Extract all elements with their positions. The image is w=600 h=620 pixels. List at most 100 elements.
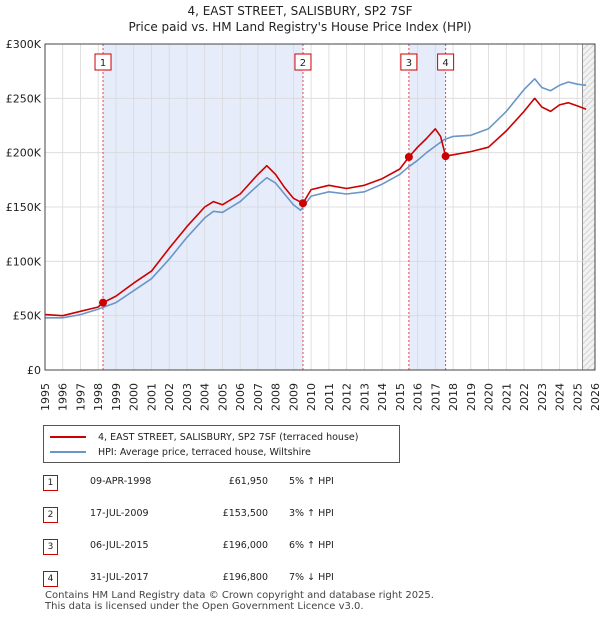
plot-area: £0 £50K £100K £150K £200K £250K £300K 1995 1996 1… [6, 2, 600, 411]
sale-row: 4 31-JUL-2017 £196,800 7% ↓ HPI [43, 571, 403, 587]
x-tick-label: 1998 [92, 383, 105, 411]
sale-marker-number: 3 [406, 58, 412, 69]
future-hatch [582, 241, 595, 255]
future-hatch [582, 139, 595, 153]
future-hatch [582, 349, 595, 363]
chart-title: 4, EAST STREET, SALISBURY, SP2 7SF [187, 4, 412, 18]
x-tick-label: 2011 [323, 383, 336, 411]
future-hatch [582, 49, 595, 63]
future-hatch [582, 187, 595, 201]
future-hatch [582, 277, 595, 291]
future-hatch [582, 253, 595, 267]
future-hatch [582, 67, 595, 81]
future-hatch [582, 79, 595, 93]
future-hatch [582, 169, 595, 183]
future-hatch [582, 337, 595, 351]
sale-date: 17-JUL-2009 [90, 508, 149, 519]
sale-marker-number: 4 [442, 58, 448, 69]
future-hatch [582, 223, 595, 237]
legend-swatch-price [50, 436, 86, 438]
x-tick-label: 2019 [465, 383, 478, 411]
future-hatch [582, 175, 595, 189]
future-hatch [582, 157, 595, 171]
sale-price: £196,000 [222, 540, 268, 551]
future-hatch [583, 26, 595, 38]
x-tick-label: 2007 [252, 383, 265, 411]
x-tick-label: 1999 [110, 383, 123, 411]
x-tick-label: 2013 [358, 383, 371, 411]
sale-point [441, 152, 450, 161]
future-hatch [586, 361, 595, 370]
future-hatch [582, 55, 595, 69]
footer-line-1: Contains HM Land Registry data © Crown c… [45, 590, 434, 601]
future-hatch [582, 247, 595, 261]
legend-swatch-hpi [50, 451, 86, 453]
future-hatch [582, 283, 595, 297]
sale-row: 1 09-APR-1998 £61,950 5% ↑ HPI [43, 475, 403, 491]
future-hatch [582, 61, 595, 75]
sale-row: 3 06-JUL-2015 £196,000 6% ↑ HPI [43, 539, 403, 555]
sale-hpi-diff: 3% ↑ HPI [289, 508, 334, 519]
x-tick-label: 2003 [181, 383, 194, 411]
sale-marker-box [400, 53, 418, 71]
sale-point [404, 153, 413, 162]
sale-point [298, 199, 307, 208]
x-tick-label: 2015 [394, 383, 407, 411]
sale-date: 09-APR-1998 [90, 476, 152, 487]
x-tick-label: 2023 [536, 383, 549, 411]
future-hatch [582, 44, 584, 45]
y-tick-label: £250K [6, 92, 42, 105]
sale-number: 3 [43, 539, 58, 555]
future-hatch [582, 73, 595, 87]
future-hatch [582, 145, 595, 159]
future-hatch [582, 301, 595, 315]
sale-hpi-diff: 6% ↑ HPI [289, 540, 334, 551]
future-hatch [582, 91, 595, 105]
sale-point [99, 298, 108, 307]
footer: Contains HM Land Registry data © Crown c… [45, 590, 434, 612]
sale-marker-box [294, 53, 312, 71]
y-tick-label: £50K [13, 310, 42, 323]
future-hatch [582, 115, 595, 129]
sale-date: 06-JUL-2015 [90, 540, 149, 551]
future-hatch [583, 8, 595, 20]
future-hatch [582, 343, 595, 357]
x-tick-label: 2002 [163, 383, 176, 411]
future-hatch [582, 44, 595, 57]
x-tick-label: 2001 [145, 383, 158, 411]
future-hatch [582, 289, 595, 303]
future-hatch [582, 217, 595, 231]
future-hatch [582, 85, 595, 99]
x-tick-label: 2017 [429, 383, 442, 411]
sale-marker-number: 1 [100, 58, 106, 69]
sale-price: £153,500 [222, 508, 268, 519]
x-tick-label: 2005 [216, 383, 229, 411]
x-tick-label: 2022 [518, 383, 531, 411]
x-tick-label: 2026 [589, 383, 600, 411]
sale-hpi-diff: 7% ↓ HPI [289, 572, 334, 583]
future-hatch [582, 163, 595, 177]
future-hatch [582, 44, 590, 51]
future-hatch [582, 295, 595, 309]
future-hatch [583, 20, 595, 32]
legend-label-hpi: HPI: Average price, terraced house, Wilt… [98, 446, 311, 458]
sale-price: £61,950 [228, 476, 268, 487]
sale-number: 2 [43, 507, 58, 523]
future-hatch [582, 235, 595, 249]
x-tick-label: 1995 [39, 383, 52, 411]
legend-label-price: 4, EAST STREET, SALISBURY, SP2 7SF (terr… [98, 431, 359, 443]
plot-frame [44, 43, 596, 371]
y-tick-label: £100K [6, 255, 42, 268]
future-hatch [582, 121, 595, 135]
sale-row: 2 17-JUL-2009 £153,500 3% ↑ HPI [43, 507, 403, 523]
future-hatch [583, 2, 595, 14]
x-tick-label: 1996 [57, 383, 70, 411]
future-hatch [582, 229, 595, 243]
y-tick-label: £300K [6, 38, 42, 51]
sale-date: 31-JUL-2017 [90, 572, 149, 583]
sale-number: 1 [43, 475, 58, 491]
future-hatch [582, 355, 595, 369]
x-tick-label: 2014 [376, 383, 389, 411]
x-tick-label: 2018 [447, 383, 460, 411]
future-hatch [582, 151, 595, 165]
